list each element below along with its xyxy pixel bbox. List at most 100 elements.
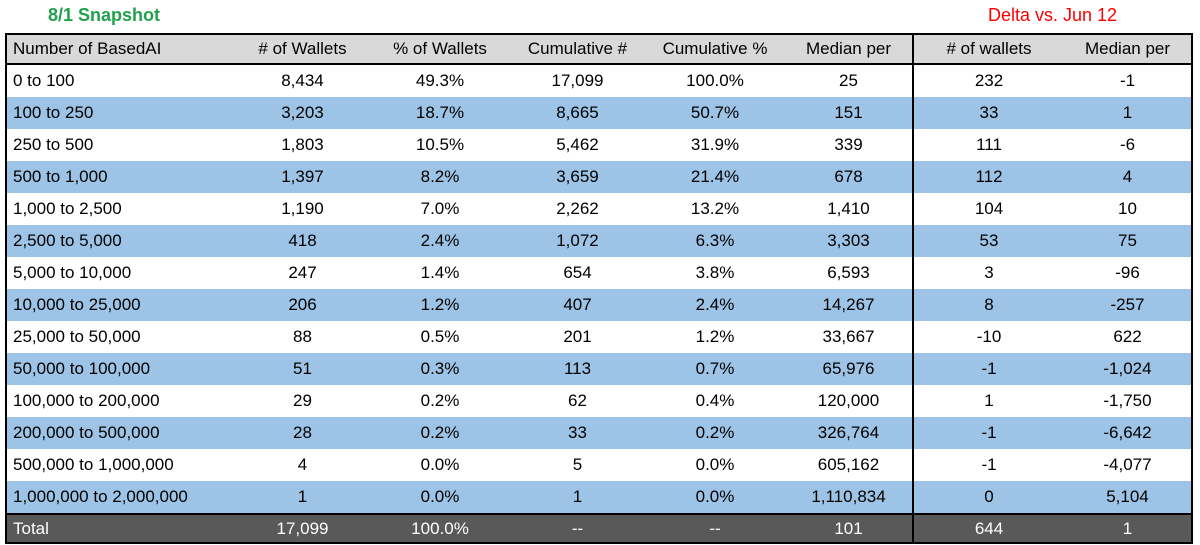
table-cell[interactable]: 6.3%	[695, 231, 735, 250]
table-cell[interactable]: 25	[839, 71, 858, 90]
total-cell[interactable]: --	[571, 519, 584, 538]
table-cell-label[interactable]: 250 to 500	[13, 135, 94, 154]
column-header[interactable]: Median per	[805, 39, 892, 58]
table-cell[interactable]: 1,410	[827, 199, 870, 218]
table-cell[interactable]: 0.0%	[695, 487, 735, 506]
table-cell[interactable]: 3,203	[281, 103, 324, 122]
column-header[interactable]: # of wallets	[912, 35, 1064, 63]
table-cell-label[interactable]: 2,500 to 5,000	[13, 231, 122, 250]
table-cell[interactable]: 1	[297, 487, 308, 506]
table-cell[interactable]: 33	[568, 423, 587, 442]
total-cell[interactable]: 101	[834, 519, 863, 538]
table-cell[interactable]: 3,303	[827, 231, 870, 250]
table-cell[interactable]: 3.8%	[695, 263, 735, 282]
table-cell[interactable]: 2.4%	[420, 231, 460, 250]
table-cell[interactable]: -6,642	[1103, 423, 1152, 442]
table-cell[interactable]: 14,267	[822, 295, 875, 314]
table-cell[interactable]: 3,659	[556, 167, 599, 186]
table-cell[interactable]: 8,665	[556, 103, 599, 122]
table-cell[interactable]: 65,976	[822, 359, 875, 378]
table-cell[interactable]: 3	[912, 257, 1064, 289]
table-cell[interactable]: 53	[912, 225, 1064, 257]
total-cell[interactable]: 1	[1122, 519, 1133, 538]
table-cell-label[interactable]: 10,000 to 25,000	[13, 295, 141, 314]
table-cell[interactable]: 0	[912, 481, 1064, 513]
table-cell[interactable]: -1	[912, 449, 1064, 481]
table-cell[interactable]: 1,803	[281, 135, 324, 154]
table-cell[interactable]: -96	[1115, 263, 1140, 282]
table-cell[interactable]: 113	[563, 359, 592, 378]
table-cell[interactable]: 8	[912, 289, 1064, 321]
table-cell[interactable]: 18.7%	[415, 103, 465, 122]
table-cell[interactable]: 622	[1113, 327, 1142, 346]
table-cell[interactable]: 247	[288, 263, 317, 282]
table-cell[interactable]: 0.0%	[420, 487, 460, 506]
total-cell[interactable]: --	[709, 519, 721, 538]
table-cell[interactable]: 62	[568, 391, 587, 410]
table-cell[interactable]: -6	[1119, 135, 1136, 154]
column-header[interactable]: Median per	[1084, 39, 1171, 58]
table-cell[interactable]: 1,397	[281, 167, 324, 186]
table-cell[interactable]: 1	[912, 385, 1064, 417]
table-cell[interactable]: -1	[1119, 71, 1136, 90]
total-cell[interactable]: 644	[912, 515, 1064, 542]
table-cell-label[interactable]: 100 to 250	[13, 103, 94, 122]
table-cell[interactable]: -1	[912, 417, 1064, 449]
table-cell[interactable]: -10	[912, 321, 1064, 353]
table-cell[interactable]: 2,262	[556, 199, 599, 218]
table-cell[interactable]: -1,750	[1103, 391, 1152, 410]
table-cell[interactable]: -1	[912, 353, 1064, 385]
table-cell[interactable]: 0.3%	[420, 359, 460, 378]
table-cell[interactable]: 326,764	[817, 423, 880, 442]
column-header[interactable]: Cumulative %	[662, 39, 768, 58]
table-cell[interactable]: 678	[834, 167, 863, 186]
table-cell[interactable]: 111	[912, 129, 1064, 161]
column-header[interactable]: Cumulative #	[527, 39, 628, 58]
table-cell[interactable]: 10	[1118, 199, 1137, 218]
table-cell[interactable]: 5	[572, 455, 583, 474]
table-cell[interactable]: 49.3%	[415, 71, 465, 90]
table-cell[interactable]: 88	[293, 327, 312, 346]
table-cell[interactable]: 104	[912, 193, 1064, 225]
table-cell[interactable]: 1.2%	[695, 327, 735, 346]
table-cell-label[interactable]: 0 to 100	[13, 71, 75, 90]
table-cell[interactable]: 112	[912, 161, 1064, 193]
table-cell[interactable]: 21.4%	[690, 167, 740, 186]
table-cell[interactable]: 1	[572, 487, 583, 506]
table-cell[interactable]: 100.0%	[686, 71, 744, 90]
table-cell[interactable]: 120,000	[817, 391, 880, 410]
total-cell[interactable]: 100.0%	[411, 519, 469, 538]
table-cell[interactable]: 8.2%	[420, 167, 460, 186]
table-cell[interactable]: 206	[288, 295, 317, 314]
table-cell[interactable]: 1,110,834	[811, 487, 886, 506]
total-cell[interactable]: 17,099	[276, 519, 329, 538]
table-cell[interactable]: 232	[912, 65, 1064, 97]
table-cell[interactable]: 0.2%	[420, 423, 460, 442]
table-cell-label[interactable]: 100,000 to 200,000	[13, 391, 160, 410]
table-cell[interactable]: 50.7%	[690, 103, 740, 122]
table-cell[interactable]: 605,162	[817, 455, 880, 474]
table-cell[interactable]: 418	[288, 231, 317, 250]
column-header-label[interactable]: Number of BasedAI	[13, 39, 162, 58]
table-cell-label[interactable]: 1,000,000 to 2,000,000	[13, 487, 188, 506]
table-cell[interactable]: 4	[1122, 167, 1133, 186]
table-cell[interactable]: 5,462	[556, 135, 599, 154]
table-cell[interactable]: 28	[293, 423, 312, 442]
table-cell[interactable]: 151	[834, 103, 863, 122]
table-cell[interactable]: 5,104	[1106, 487, 1149, 506]
table-cell-label[interactable]: 1,000 to 2,500	[13, 199, 122, 218]
table-cell[interactable]: -1,024	[1103, 359, 1152, 378]
column-header[interactable]: % of Wallets	[393, 39, 487, 58]
table-cell[interactable]: 51	[293, 359, 312, 378]
table-cell[interactable]: 29	[293, 391, 312, 410]
table-cell-label[interactable]: 500,000 to 1,000,000	[13, 455, 174, 474]
table-cell-label[interactable]: 25,000 to 50,000	[13, 327, 141, 346]
table-cell[interactable]: 0.2%	[420, 391, 460, 410]
table-cell[interactable]: 407	[563, 295, 592, 314]
table-cell[interactable]: 75	[1118, 231, 1137, 250]
table-cell[interactable]: 7.0%	[420, 199, 460, 218]
column-header[interactable]: # of Wallets	[258, 39, 347, 58]
table-cell-label[interactable]: 200,000 to 500,000	[13, 423, 160, 442]
table-cell[interactable]: -257	[1110, 295, 1145, 314]
table-cell[interactable]: 31.9%	[690, 135, 740, 154]
